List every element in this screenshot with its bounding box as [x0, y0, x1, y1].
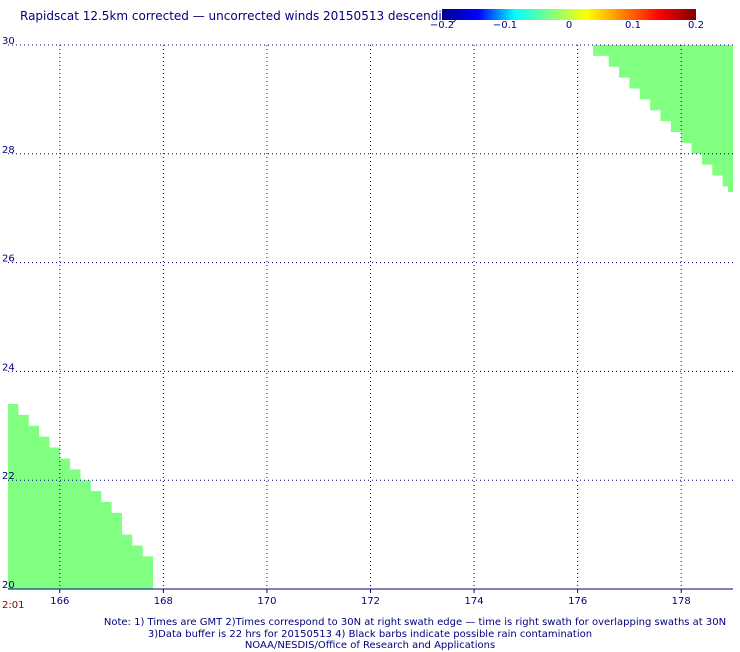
lat-tick-label: 20: [2, 580, 15, 591]
lat-tick-label: 28: [2, 145, 15, 156]
lat-tick-label: 30: [2, 36, 15, 47]
colorbar-tick: 0: [565, 20, 573, 31]
swath-fill-top-right: [582, 45, 733, 192]
note-line: Note: 1) Times are GMT 2)Times correspon…: [103, 617, 727, 628]
lon-tick-label: 168: [154, 596, 173, 607]
lon-tick-label: 178: [672, 596, 691, 607]
lon-tick-label: 176: [568, 596, 587, 607]
colorbar-tick: 0.2: [688, 20, 704, 31]
lat-tick-label: 26: [2, 254, 15, 265]
lon-tick-label: 166: [50, 596, 69, 607]
swath-time-label: 2:01: [2, 600, 25, 611]
lon-tick-label: 174: [465, 596, 484, 607]
swath-fill-bottom-left: [8, 404, 153, 589]
lon-tick-label: 172: [361, 596, 380, 607]
colorbar-tick: 0.1: [625, 20, 641, 31]
colorbar-tick: −0.1: [492, 20, 518, 31]
lon-tick-label: 170: [257, 596, 276, 607]
lat-tick-label: 24: [2, 362, 15, 373]
map-title: Rapidscat 12.5km corrected — uncorrected…: [20, 9, 457, 23]
lat-tick-label: 22: [2, 471, 15, 482]
notes: Note: 1) Times are GMT 2)Times correspon…: [0, 617, 740, 652]
colorbar: [442, 9, 696, 20]
note-line: 3)Data buffer is 22 hrs for 20150513 4) …: [147, 628, 593, 640]
note-line: NOAA/NESDIS/Office of Research and Appli…: [244, 640, 496, 651]
colorbar-tick: −0.2: [429, 20, 455, 31]
